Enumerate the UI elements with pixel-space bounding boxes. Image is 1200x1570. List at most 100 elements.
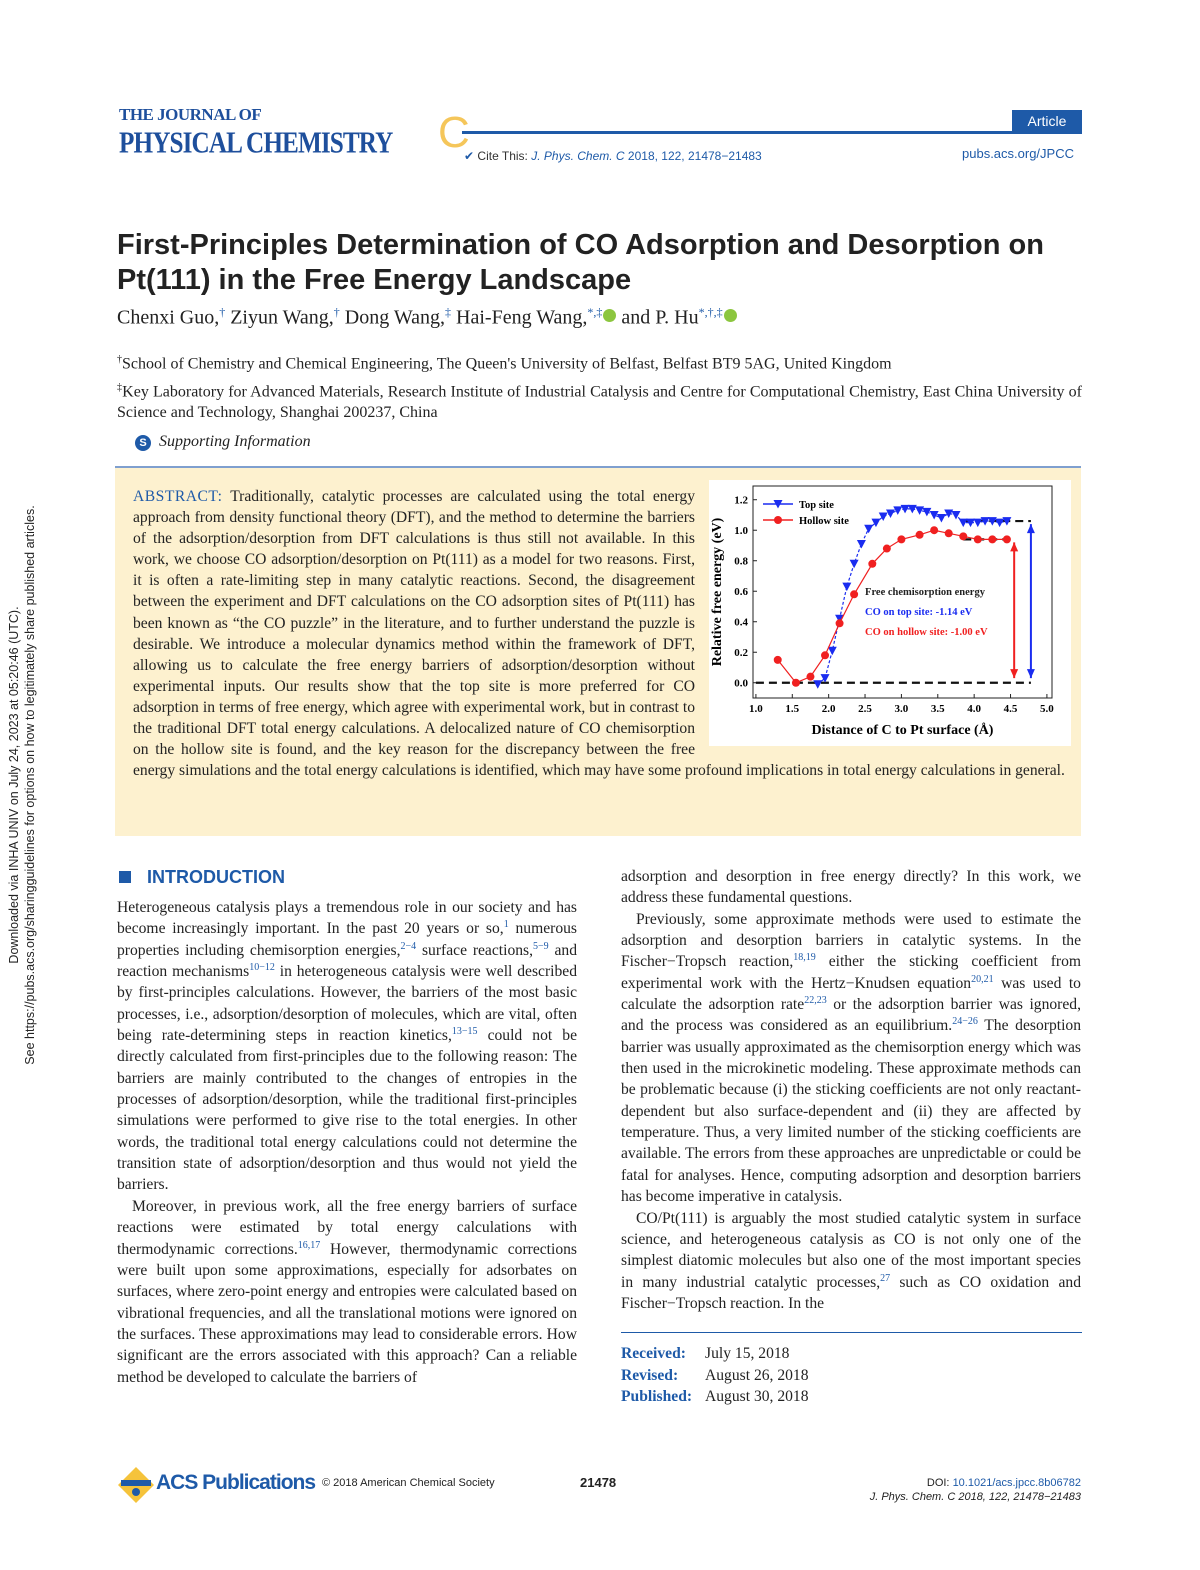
citation-ref[interactable]: 10−12 <box>249 961 275 973</box>
right-column: adsorption and desorption in free energy… <box>621 866 1082 1408</box>
data-point <box>835 619 844 628</box>
author: Dong Wang, <box>344 306 446 329</box>
journal-url-link[interactable]: pubs.acs.org/JPCC <box>962 146 1074 161</box>
text-run: and reaction mechanisms <box>117 941 577 981</box>
abstract: 1.0 1.5 2.0 2.5 3.0 3.5 4.0 4.5 5.0 0.0 0.2 0.4 0.6 0… <box>115 466 1081 836</box>
date-value: July 15, 2018 <box>705 1345 790 1363</box>
data-point <box>856 539 866 549</box>
data-point <box>878 512 888 522</box>
date-value: August 26, 2018 <box>705 1366 809 1384</box>
data-point <box>987 517 997 526</box>
affil-mark: ‡ <box>117 382 123 393</box>
data-point <box>842 582 852 592</box>
text-run: surface reactions, <box>416 941 534 959</box>
date-label: Received: <box>621 1345 686 1363</box>
data-point <box>850 590 859 599</box>
left-column: Heterogeneous catalysis plays a tremendo… <box>117 897 577 1388</box>
citation-ref[interactable]: 2−4 <box>400 940 417 952</box>
energy-arrow-head <box>1026 524 1035 534</box>
data-point <box>922 507 932 517</box>
citation-ref[interactable]: 18,19 <box>793 952 816 964</box>
affiliation: †School of Chemistry and Chemical Engine… <box>117 349 1082 374</box>
doi-link[interactable]: 10.1021/acs.jpcc.8b06782 <box>952 1477 1081 1489</box>
abstract-label: ABSTRACT: <box>133 488 223 505</box>
text-run: Previously, some approximate methods wer… <box>621 910 1081 971</box>
citation-ref[interactable]: 24−26 <box>952 1016 978 1028</box>
data-point <box>1002 517 1012 526</box>
cite-details: 2018, 122, 21478−21483 <box>627 149 762 163</box>
supporting-information-link[interactable]: S Supporting Information <box>135 433 311 451</box>
orcid-icon[interactable] <box>723 308 737 322</box>
citation-ref[interactable]: 1 <box>503 919 509 931</box>
citation-ref[interactable]: 5−9 <box>533 940 549 952</box>
legend-marker <box>774 516 782 524</box>
text-run: in heterogeneous catalysis were well des… <box>117 963 577 1045</box>
author-affil-mark: † <box>333 305 340 319</box>
orcid-icon[interactable] <box>603 308 617 322</box>
author-affil-mark: † <box>219 305 226 319</box>
section-heading-introduction: INTRODUCTION <box>119 867 285 888</box>
paper-title: First-Principles Determination of CO Ads… <box>117 229 1044 296</box>
x-tick-label: 3.5 <box>931 703 945 715</box>
chart-annotation: CO on top site: -1.14 eV <box>865 607 973 618</box>
text-run: such as CO oxidation and Fischer−Tropsch… <box>621 1273 1081 1312</box>
doi-block: DOI: 10.1021/acs.jpcc.8b06782 J. Phys. C… <box>870 1476 1081 1504</box>
x-axis-label: Distance of C to Pt surface (Å) <box>812 722 994 738</box>
supporting-info-icon: S <box>135 435 151 451</box>
y-tick-label: 1.0 <box>734 525 748 537</box>
x-tick-label: 2.5 <box>858 703 872 715</box>
paragraph: Previously, some approximate methods wer… <box>621 909 1081 1208</box>
y-axis-label: Relative free energy (eV) <box>710 517 725 666</box>
article-type-badge: Article <box>1012 110 1082 132</box>
data-point <box>835 614 845 624</box>
plot-frame <box>752 485 1053 699</box>
cite-journal: J. Phys. Chem. C <box>531 149 625 163</box>
sharing-guidelines-line: See https://pubs.acs.org/sharingguidelin… <box>23 505 37 1065</box>
text-run: The desorption barrier was usually appro… <box>621 1017 1081 1206</box>
author: and P. Hu <box>621 306 699 329</box>
data-point <box>1002 535 1011 544</box>
data-point <box>944 509 954 518</box>
data-point <box>988 535 997 544</box>
y-tick-label: 0.4 <box>734 617 748 629</box>
affiliation-text: School of Chemistry and Chemical Enginee… <box>122 355 892 373</box>
data-point <box>973 535 982 544</box>
data-point <box>958 518 968 528</box>
y-tick-label: 0.0 <box>734 678 748 690</box>
data-point <box>900 504 910 514</box>
data-point <box>871 518 881 528</box>
text-run: either the sticking coefficient from exp… <box>621 953 1082 992</box>
citation-ref[interactable]: 22,23 <box>804 994 827 1006</box>
author-affil-mark: *,‡ <box>587 305 603 319</box>
citation-ref[interactable]: 27 <box>880 1272 891 1284</box>
date-received: Received: July 15, 2018 <box>621 1343 1082 1365</box>
legend-label: Top site <box>799 500 834 511</box>
citation-ref[interactable]: 16,17 <box>297 1239 321 1251</box>
energy-arrow-head <box>1026 669 1035 679</box>
heading-square-icon <box>119 871 131 883</box>
journal-logo-line1: THE JOURNAL OF <box>119 105 262 124</box>
legend-label: Hollow site <box>799 516 849 527</box>
text-run: adsorption and desorption in free energy… <box>621 868 1081 907</box>
toc-graphic: 1.0 1.5 2.0 2.5 3.0 3.5 4.0 4.5 5.0 0.0 0.2 0.4 0.6 0… <box>709 480 1071 746</box>
text-run: However, thermodynamic corrections were … <box>117 1240 577 1386</box>
data-point <box>995 518 1005 528</box>
energy-arrow-head <box>1010 542 1019 552</box>
citation-ref[interactable]: 20,21 <box>971 973 994 985</box>
text-run: CO/Pt(111) is arguably the most studied … <box>621 1209 1081 1291</box>
energy-arrow-head <box>1010 669 1019 679</box>
y-tick-label: 0.8 <box>734 556 748 568</box>
text-run: numerous properties including chemisorpt… <box>117 920 577 959</box>
data-point <box>864 524 874 534</box>
text-run: Moreover, in previous work, all the free… <box>117 1197 577 1258</box>
cite-check-icon: ✔ <box>464 149 475 163</box>
x-tick-label: 3.0 <box>895 703 909 715</box>
cite-this[interactable]: ✔ Cite This: J. Phys. Chem. C 2018, 122,… <box>464 149 762 163</box>
x-tick-label: 1.0 <box>749 703 763 715</box>
paragraph: adsorption and desorption in free energy… <box>621 866 1081 909</box>
data-point <box>915 530 924 539</box>
acs-logo-icon <box>118 1467 154 1503</box>
y-tick-label: 0.6 <box>734 586 748 598</box>
page-number: 21478 <box>580 1475 617 1490</box>
citation-ref[interactable]: 13−15 <box>451 1025 478 1037</box>
